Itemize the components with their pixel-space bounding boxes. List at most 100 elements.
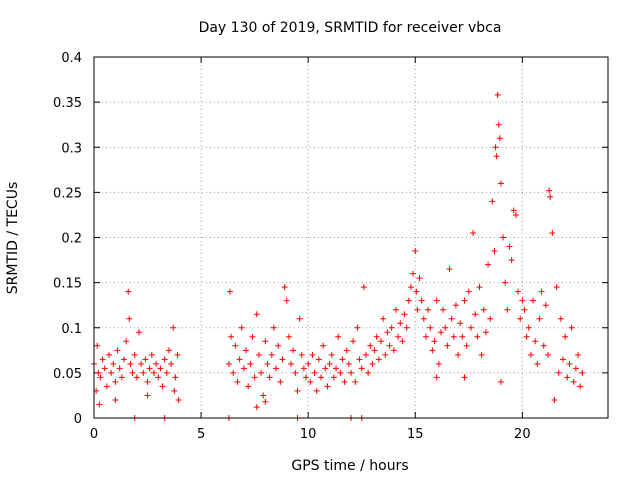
- data-point: [435, 360, 442, 367]
- data-point: [305, 360, 312, 367]
- x-tick-label: 5: [197, 427, 205, 442]
- data-point: [279, 356, 286, 363]
- data-point: [335, 333, 342, 340]
- data-points: [91, 91, 586, 421]
- data-point: [388, 324, 395, 331]
- data-point: [345, 360, 352, 367]
- data-point: [433, 297, 440, 304]
- data-point: [369, 360, 376, 367]
- data-point: [245, 383, 252, 390]
- data-point: [350, 338, 357, 345]
- data-point: [416, 275, 423, 282]
- data-point: [562, 333, 569, 340]
- data-point: [165, 347, 172, 354]
- data-point: [171, 387, 178, 394]
- data-point: [493, 153, 500, 160]
- data-point: [292, 369, 299, 376]
- data-point: [467, 324, 474, 331]
- data-point: [253, 311, 260, 318]
- x-axis-label: GPS time / hours: [291, 458, 408, 474]
- data-point: [120, 356, 127, 363]
- data-point: [328, 351, 335, 358]
- data-point: [112, 396, 119, 403]
- data-point: [413, 288, 420, 295]
- data-point: [551, 396, 558, 403]
- data-point: [226, 288, 233, 295]
- y-axis-label: SRMTID / TECUs: [5, 182, 21, 295]
- data-point: [230, 369, 237, 376]
- data-point: [401, 311, 408, 318]
- x-tick-label: 15: [407, 427, 424, 442]
- data-point: [296, 315, 303, 322]
- data-point: [110, 360, 117, 367]
- data-point: [262, 338, 269, 345]
- data-point: [459, 333, 466, 340]
- data-point: [480, 306, 487, 313]
- data-point: [294, 387, 301, 394]
- data-point: [399, 338, 406, 345]
- data-point: [266, 374, 273, 381]
- data-point: [103, 383, 110, 390]
- data-point: [238, 324, 245, 331]
- data-point: [568, 324, 575, 331]
- data-point: [172, 374, 179, 381]
- data-point: [386, 342, 393, 349]
- data-point: [243, 347, 250, 354]
- data-point: [175, 396, 182, 403]
- data-point: [450, 333, 457, 340]
- data-point: [542, 302, 549, 309]
- data-point: [472, 311, 479, 318]
- data-point: [382, 351, 389, 358]
- data-point: [159, 383, 166, 390]
- data-point: [470, 229, 477, 236]
- data-point: [497, 180, 504, 187]
- data-point: [403, 324, 410, 331]
- data-point: [418, 297, 425, 304]
- data-point: [555, 369, 562, 376]
- data-point: [140, 369, 147, 376]
- data-point: [545, 351, 552, 358]
- y-tick-label: 0.15: [53, 277, 82, 292]
- data-point: [337, 369, 344, 376]
- data-point: [546, 187, 553, 194]
- data-point: [97, 374, 104, 381]
- data-point: [463, 342, 470, 349]
- data-point: [392, 306, 399, 313]
- data-point: [510, 207, 517, 214]
- data-point: [579, 369, 586, 376]
- data-point: [341, 378, 348, 385]
- data-point: [519, 297, 526, 304]
- data-point: [525, 324, 532, 331]
- data-point: [384, 329, 391, 336]
- data-point: [540, 342, 547, 349]
- y-tick-label: 0.1: [61, 322, 82, 337]
- data-point: [575, 351, 582, 358]
- data-point: [523, 333, 530, 340]
- data-point: [108, 369, 115, 376]
- data-point: [258, 369, 265, 376]
- data-point: [148, 351, 155, 358]
- data-point: [95, 369, 102, 376]
- data-point: [508, 257, 515, 264]
- data-point: [448, 315, 455, 322]
- data-point: [123, 338, 130, 345]
- data-point: [478, 351, 485, 358]
- data-point: [442, 324, 449, 331]
- data-point: [564, 374, 571, 381]
- data-point: [264, 360, 271, 367]
- data-point: [247, 360, 254, 367]
- data-point: [253, 404, 260, 411]
- x-tick-label: 0: [90, 427, 98, 442]
- data-point: [500, 234, 507, 241]
- data-point: [153, 360, 160, 367]
- data-point: [155, 374, 162, 381]
- data-point: [281, 284, 288, 291]
- y-tick-label: 0.25: [53, 186, 82, 201]
- data-point: [144, 378, 151, 385]
- data-point: [482, 329, 489, 336]
- data-point: [275, 342, 282, 349]
- data-point: [277, 378, 284, 385]
- data-point: [283, 297, 290, 304]
- data-point: [429, 347, 436, 354]
- data-point: [431, 338, 438, 345]
